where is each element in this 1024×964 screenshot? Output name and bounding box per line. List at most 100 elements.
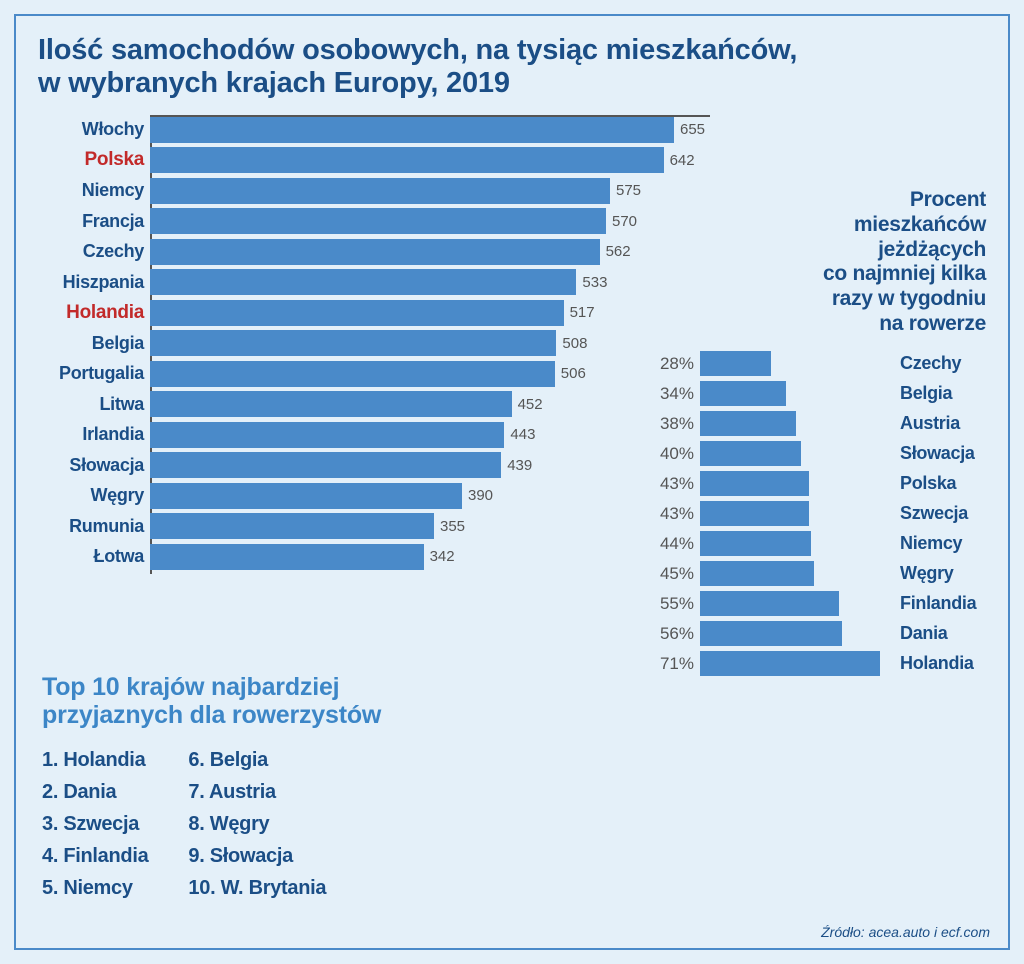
bike-bar-area — [700, 471, 890, 496]
bar-track: 390 — [150, 481, 710, 512]
bar-value: 517 — [570, 304, 595, 321]
country-label: Włochy — [38, 119, 150, 140]
bar — [700, 591, 839, 616]
bike-country: Czechy — [890, 353, 994, 374]
bar — [700, 411, 796, 436]
bar — [150, 422, 504, 448]
bike-bar-area — [700, 561, 890, 586]
bar-track: 642 — [150, 145, 710, 176]
bar — [150, 483, 462, 509]
bar-value: 452 — [518, 396, 543, 413]
bar — [700, 531, 811, 556]
bar-track: 508 — [150, 328, 710, 359]
bike-row: 28% Czechy — [634, 349, 994, 379]
bar — [150, 544, 424, 570]
bike-row: 43% Polska — [634, 469, 994, 499]
bar-value: 439 — [507, 457, 532, 474]
bar-value: 443 — [510, 426, 535, 443]
bar-value: 562 — [606, 243, 631, 260]
country-label: Francja — [38, 211, 150, 232]
bike-bar-area — [700, 351, 890, 376]
country-label: Litwa — [38, 394, 150, 415]
bar — [150, 391, 512, 417]
bike-pct: 38% — [634, 414, 700, 434]
bike-row: 56% Dania — [634, 619, 994, 649]
top10-item: 5. Niemcy — [42, 872, 148, 904]
bike-country: Finlandia — [890, 593, 994, 614]
bike-pct: 28% — [634, 354, 700, 374]
bike-bar-area — [700, 591, 890, 616]
bar — [150, 300, 564, 326]
bike-pct: 45% — [634, 564, 700, 584]
bike-country: Polska — [890, 473, 994, 494]
bike-bar-area — [700, 411, 890, 436]
bike-row: 45% Węgry — [634, 559, 994, 589]
bar-track: 655 — [150, 115, 710, 146]
cars-row: Polska 642 — [38, 145, 986, 176]
bike-country: Dania — [890, 623, 994, 644]
bar-value: 655 — [680, 121, 705, 138]
bike-pct: 56% — [634, 624, 700, 644]
bike-row: 71%Holandia — [634, 649, 994, 679]
top10-item: 7. Austria — [188, 776, 326, 808]
top10-item: 2. Dania — [42, 776, 148, 808]
top10-list: Top 10 krajów najbardziejprzyjaznych dla… — [42, 673, 472, 905]
country-label: Belgia — [38, 333, 150, 354]
top10-item: 4. Finlandia — [42, 840, 148, 872]
country-label: Portugalia — [38, 363, 150, 384]
bar — [700, 501, 809, 526]
bike-country: Słowacja — [890, 443, 994, 464]
country-label: Niemcy — [38, 180, 150, 201]
bar-value: 506 — [561, 365, 586, 382]
cars-row: Włochy 655 — [38, 115, 986, 146]
bar-value: 390 — [468, 487, 493, 504]
bar — [700, 471, 809, 496]
country-label: Czechy — [38, 241, 150, 262]
country-label: Irlandia — [38, 424, 150, 445]
country-label: Węgry — [38, 485, 150, 506]
bike-pct: 34% — [634, 384, 700, 404]
bar — [700, 441, 801, 466]
country-label: Rumunia — [38, 516, 150, 537]
country-label: Polska — [38, 149, 150, 171]
bike-chart-title: Procentmieszkańcówjeżdżącychco najmniej … — [634, 188, 994, 337]
bar-track: 533 — [150, 267, 710, 298]
bar-track: 575 — [150, 176, 710, 207]
bike-country: Niemcy — [890, 533, 994, 554]
country-label: Słowacja — [38, 455, 150, 476]
top10-col-1: 1. Holandia2. Dania3. Szwecja4. Finlandi… — [42, 744, 148, 904]
bike-row: 44% Niemcy — [634, 529, 994, 559]
bar — [150, 208, 606, 234]
bike-country: Węgry — [890, 563, 994, 584]
bike-pct: 44% — [634, 534, 700, 554]
top10-heading: Top 10 krajów najbardziejprzyjaznych dla… — [42, 673, 472, 731]
bike-row: 55%Finlandia — [634, 589, 994, 619]
main-title: Ilość samochodów osobowych, na tysiąc mi… — [38, 34, 986, 101]
bar-track: 517 — [150, 298, 710, 329]
bar-value: 355 — [440, 518, 465, 535]
bike-row: 40% Słowacja — [634, 439, 994, 469]
bike-pct: 43% — [634, 504, 700, 524]
bike-row: 43%Szwecja — [634, 499, 994, 529]
bar-track: 443 — [150, 420, 710, 451]
bike-pct: 71% — [634, 654, 700, 674]
bike-pct: 40% — [634, 444, 700, 464]
bike-country: Austria — [890, 413, 994, 434]
bar — [700, 351, 771, 376]
bar-track: 506 — [150, 359, 710, 390]
top10-item: 6. Belgia — [188, 744, 326, 776]
bar-value: 642 — [670, 152, 695, 169]
bike-pct: 43% — [634, 474, 700, 494]
bar — [150, 513, 434, 539]
top10-item: 9. Słowacja — [188, 840, 326, 872]
bike-bar-chart: Procentmieszkańcówjeżdżącychco najmniej … — [634, 188, 994, 679]
top10-item: 8. Węgry — [188, 808, 326, 840]
top10-item: 3. Szwecja — [42, 808, 148, 840]
bar-value: 533 — [582, 274, 607, 291]
bar — [150, 178, 610, 204]
bar — [150, 330, 556, 356]
bar — [150, 117, 674, 143]
bar-track: 342 — [150, 542, 710, 573]
bar-value: 508 — [562, 335, 587, 352]
bar — [700, 561, 814, 586]
